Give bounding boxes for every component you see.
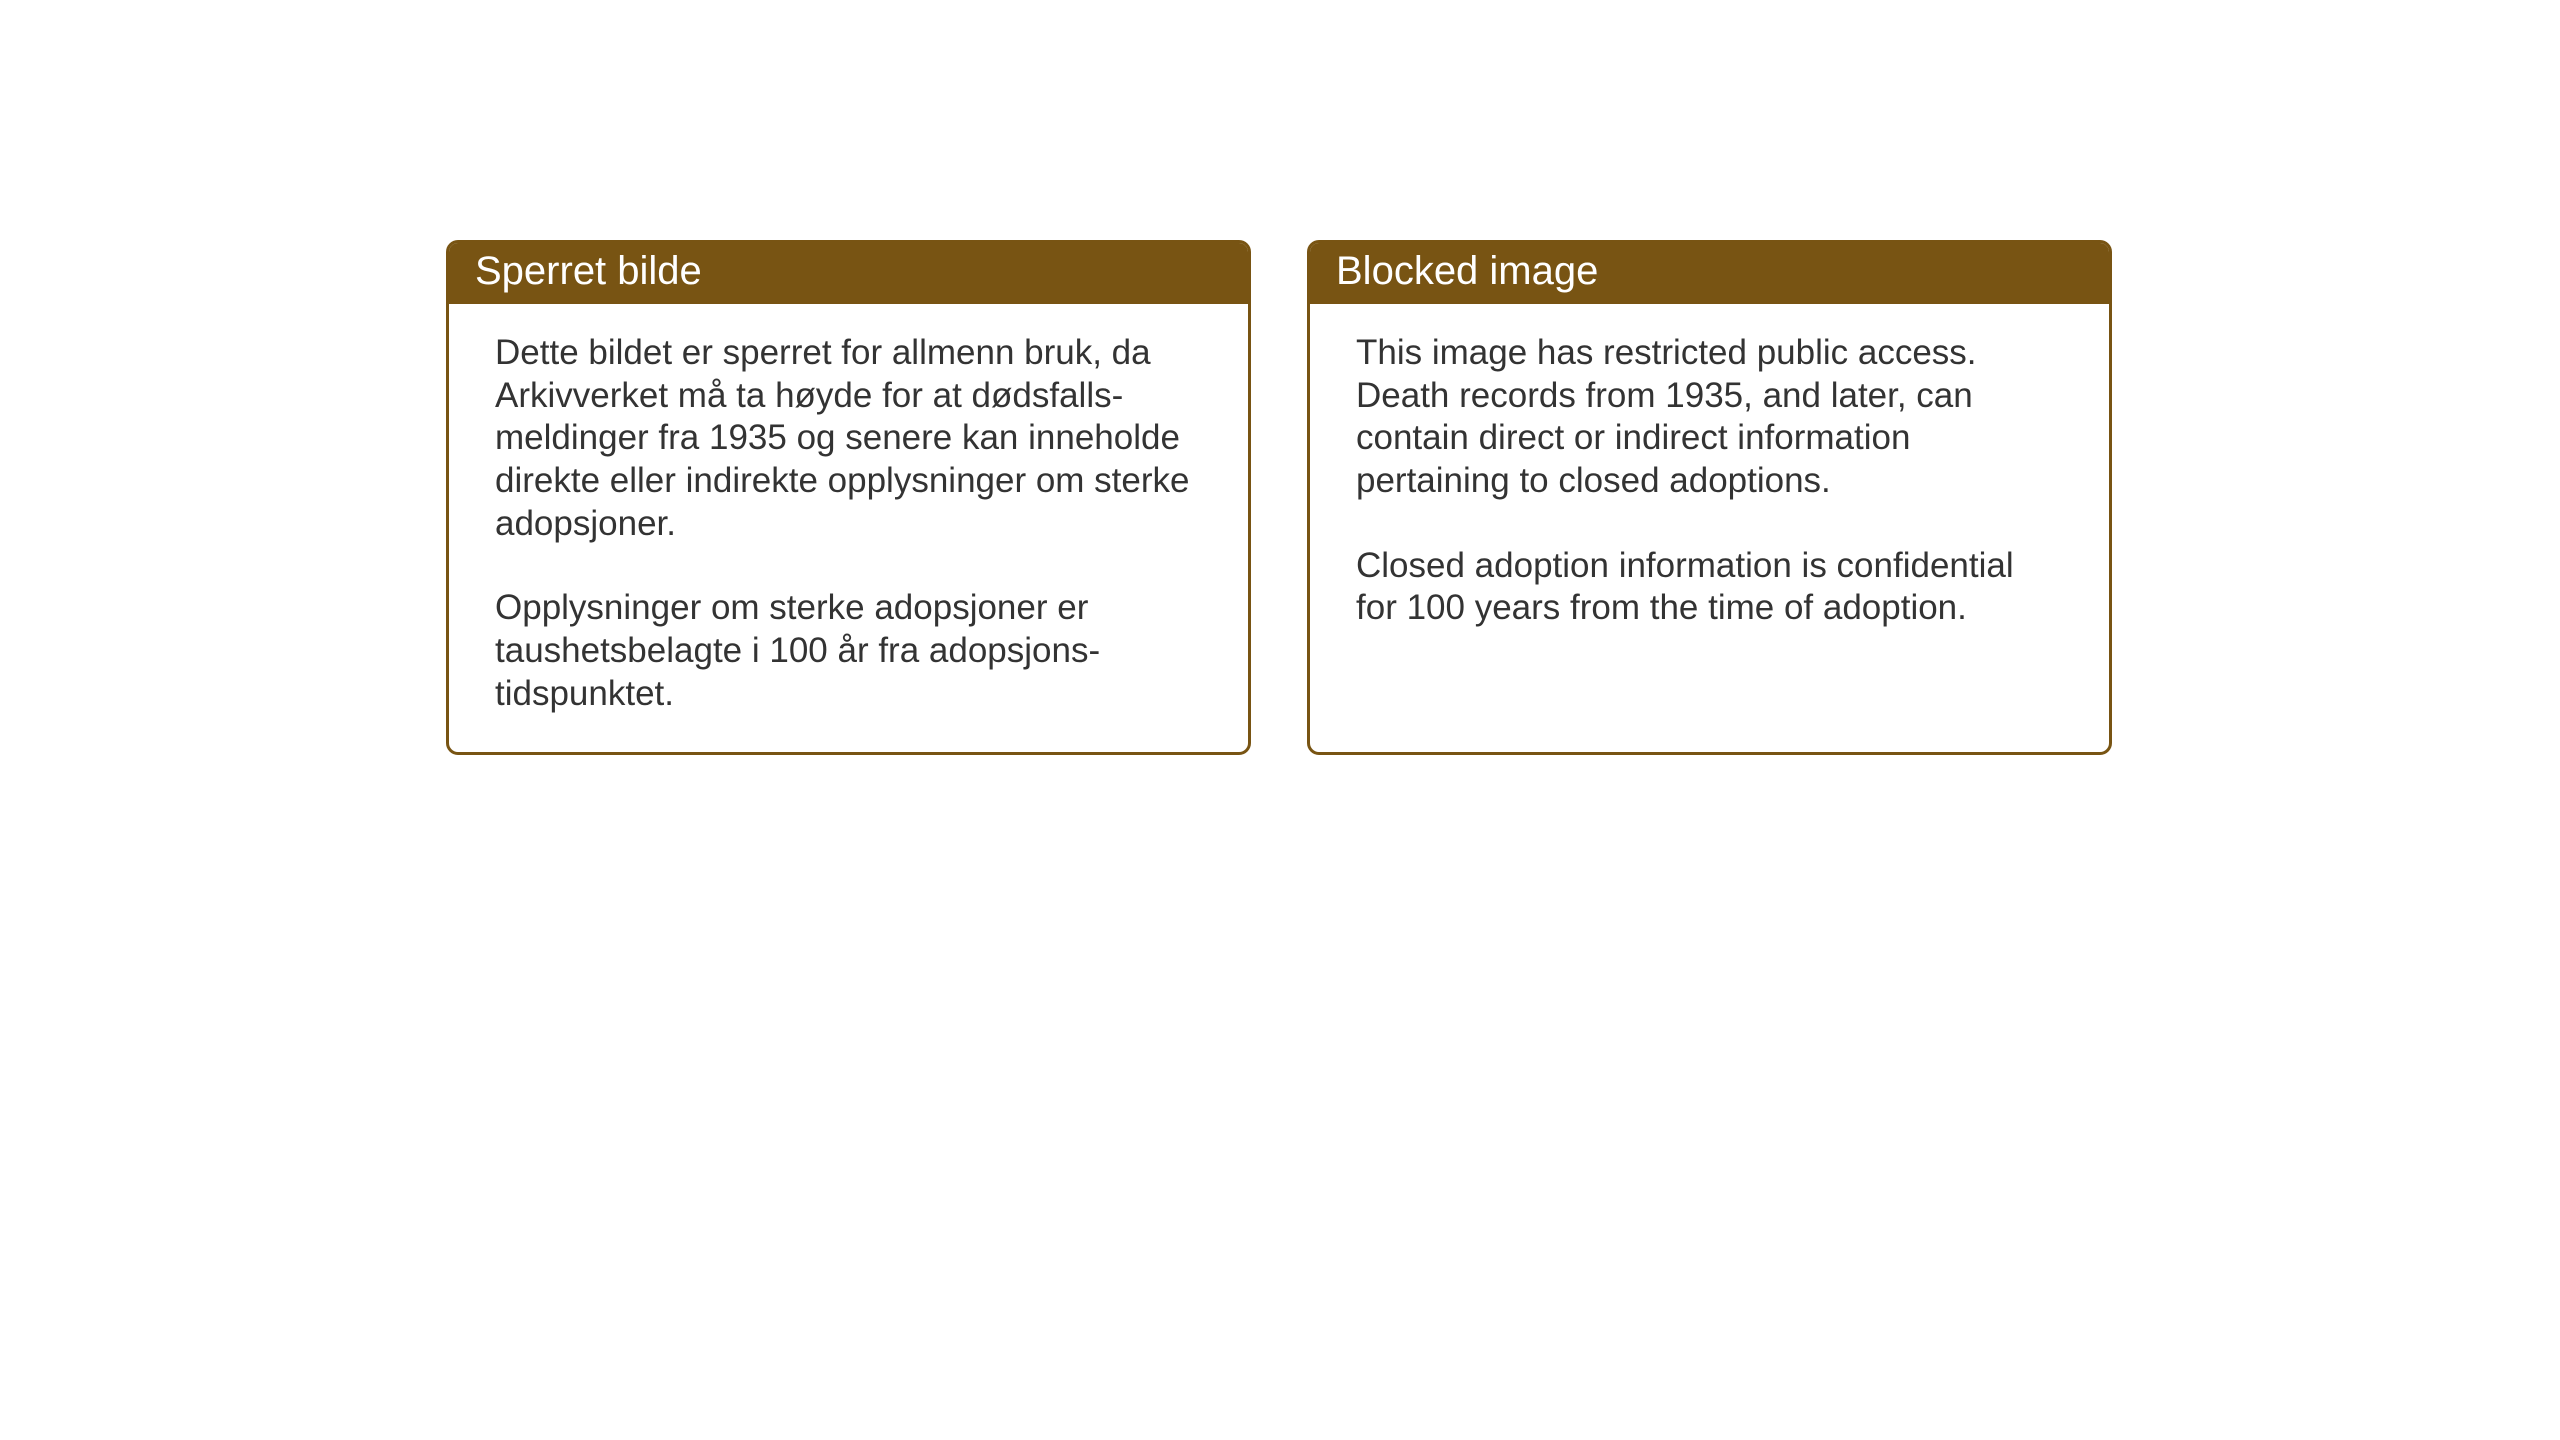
notice-card-english: Blocked image This image has restricted … xyxy=(1307,240,2112,755)
card-body-english: This image has restricted public access.… xyxy=(1310,304,2109,744)
card-header-english: Blocked image xyxy=(1310,243,2109,304)
notice-cards-container: Sperret bilde Dette bildet er sperret fo… xyxy=(446,240,2112,755)
card-header-norwegian: Sperret bilde xyxy=(449,243,1248,304)
paragraph-text: This image has restricted public access.… xyxy=(1356,332,2063,503)
paragraph-text: Dette bildet er sperret for allmenn bruk… xyxy=(495,332,1202,545)
card-body-norwegian: Dette bildet er sperret for allmenn bruk… xyxy=(449,304,1248,752)
paragraph-text: Closed adoption information is confident… xyxy=(1356,545,2063,630)
notice-card-norwegian: Sperret bilde Dette bildet er sperret fo… xyxy=(446,240,1251,755)
paragraph-text: Opplysninger om sterke adopsjoner er tau… xyxy=(495,587,1202,715)
